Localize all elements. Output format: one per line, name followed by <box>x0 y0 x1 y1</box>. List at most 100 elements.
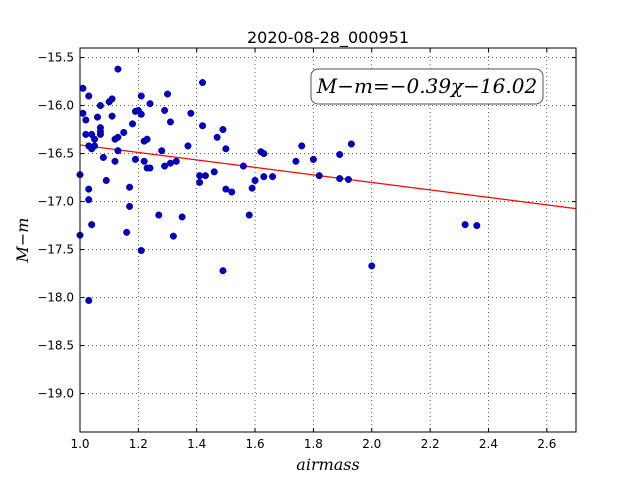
y-tick-label: −17.5 <box>37 243 74 257</box>
data-point <box>137 247 145 255</box>
x-tick-label: 2.2 <box>421 437 440 451</box>
data-point <box>114 133 122 141</box>
data-point <box>140 157 148 165</box>
data-point <box>111 157 119 165</box>
data-point <box>88 221 96 229</box>
data-point <box>245 211 253 219</box>
data-point <box>85 196 93 204</box>
data-point <box>85 296 93 304</box>
data-point <box>99 153 107 161</box>
data-point <box>336 151 344 159</box>
fit-equation: M−m=−0.39χ−16.02 <box>316 74 537 98</box>
data-point <box>137 92 145 100</box>
data-point <box>239 162 247 170</box>
data-point <box>219 267 227 275</box>
data-point <box>166 118 174 126</box>
data-point <box>187 109 195 117</box>
y-tick-label: −15.5 <box>37 51 74 65</box>
data-point <box>114 65 122 73</box>
x-axis-label: airmass <box>296 455 359 474</box>
x-tick-label: 1.6 <box>246 437 265 451</box>
data-point <box>213 133 221 141</box>
data-point <box>298 142 306 150</box>
x-tick-label: 2.6 <box>537 437 556 451</box>
data-point <box>155 211 163 219</box>
data-point <box>199 122 207 130</box>
data-point <box>347 140 355 148</box>
data-point <box>82 116 90 124</box>
plot-frame <box>79 47 577 433</box>
data-point <box>269 173 277 181</box>
data-point <box>228 188 236 196</box>
data-point <box>184 142 192 150</box>
data-point <box>309 155 317 163</box>
data-point <box>169 232 177 240</box>
data-point <box>210 168 218 176</box>
x-tick-label: 1.4 <box>187 437 206 451</box>
data-point <box>79 84 87 92</box>
data-point <box>123 228 131 236</box>
data-point <box>94 113 102 121</box>
data-point <box>222 185 230 193</box>
data-point <box>260 173 268 181</box>
fit-line <box>79 144 577 210</box>
data-point <box>199 79 207 87</box>
y-axis-label: M−m <box>13 218 32 264</box>
data-point <box>178 213 186 221</box>
data-point <box>91 142 99 150</box>
data-point <box>158 147 166 155</box>
y-tick-label: −16.0 <box>37 99 74 113</box>
data-point <box>461 221 469 229</box>
data-point <box>131 155 139 163</box>
annotation-frame <box>310 68 544 105</box>
data-point <box>201 172 209 180</box>
data-point <box>96 102 104 110</box>
data-point <box>82 130 90 138</box>
data-point <box>260 150 268 158</box>
data-point <box>473 222 481 230</box>
data-point <box>143 135 151 143</box>
data-point <box>222 145 230 153</box>
data-point <box>126 183 134 191</box>
data-point <box>85 185 93 193</box>
data-point <box>292 157 300 165</box>
y-tick-label: −17.0 <box>37 195 74 209</box>
data-point <box>344 176 352 184</box>
x-tick-label: 2.4 <box>479 437 498 451</box>
data-point <box>91 135 99 143</box>
axis-ticks <box>79 48 576 432</box>
data-point <box>196 172 204 180</box>
data-point <box>126 202 134 210</box>
y-tick-labels: −15.5 −16.0 −16.5 −17.0 −17.5 −18.0 −18.5 −19.0 <box>37 51 74 401</box>
data-point <box>315 172 323 180</box>
chart-title: 2020-08-28_000951 <box>247 28 409 48</box>
annotation-box: M−m=−0.39χ−16.02 <box>310 68 544 105</box>
y-tick-label: −18.5 <box>37 339 74 353</box>
data-point <box>114 147 122 155</box>
data-point <box>166 159 174 167</box>
data-point <box>146 100 154 108</box>
data-point <box>108 95 116 103</box>
grid <box>79 48 576 432</box>
data-point <box>102 176 110 184</box>
y-tick-label: −19.0 <box>37 387 74 401</box>
data-point <box>85 92 93 100</box>
data-point <box>251 176 259 184</box>
data-point <box>120 128 128 136</box>
y-tick-label: −16.5 <box>37 147 74 161</box>
y-tick-label: −18.0 <box>37 291 74 305</box>
x-tick-label: 1.8 <box>304 437 323 451</box>
data-point <box>137 110 145 118</box>
data-point <box>161 162 169 170</box>
data-point <box>248 184 256 192</box>
data-point <box>79 109 87 117</box>
data-point <box>108 112 116 120</box>
data-point <box>146 164 154 172</box>
x-tick-labels: 1.0 1.2 1.4 1.6 1.8 2.0 2.2 2.4 2.6 <box>70 437 556 451</box>
data-point <box>219 126 227 134</box>
data-point <box>129 120 137 128</box>
data-point <box>336 175 344 183</box>
data-points <box>76 65 481 304</box>
data-point <box>196 178 204 186</box>
